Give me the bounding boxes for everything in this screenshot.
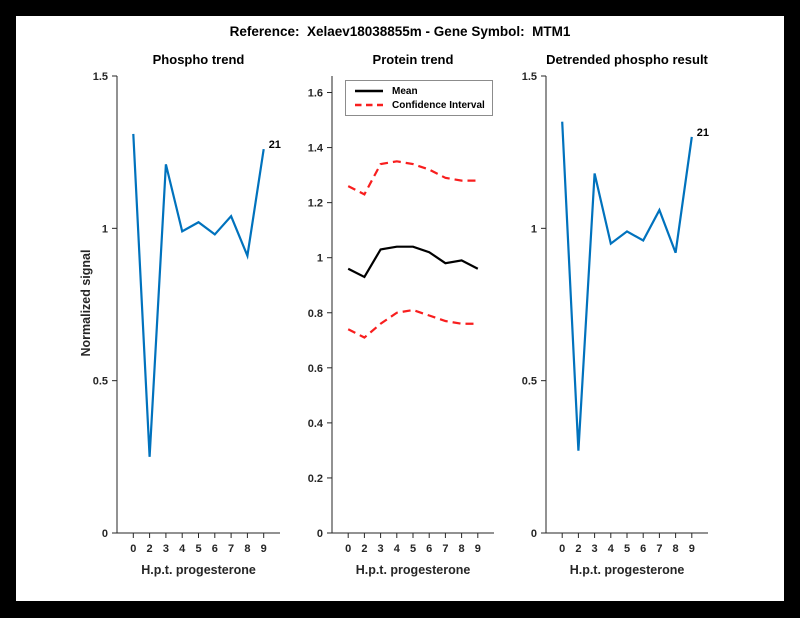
svg-text:9: 9 xyxy=(475,543,481,555)
subplot-title-detrended-phospho: Detrended phospho result xyxy=(546,52,708,67)
svg-text:7: 7 xyxy=(656,543,662,555)
legend-item-confidence-interval: Confidence Interval xyxy=(354,98,492,112)
x-axis-label-detrended: H.p.t. progesterone xyxy=(569,563,685,577)
svg-text:0.8: 0.8 xyxy=(308,308,323,320)
svg-text:0: 0 xyxy=(345,543,351,555)
svg-text:6: 6 xyxy=(212,543,218,555)
svg-text:8: 8 xyxy=(244,543,250,555)
svg-text:8: 8 xyxy=(459,543,465,555)
svg-text:8: 8 xyxy=(673,543,679,555)
svg-text:3: 3 xyxy=(592,543,598,555)
svg-text:0: 0 xyxy=(559,543,565,555)
svg-text:0: 0 xyxy=(317,528,323,540)
svg-text:0.2: 0.2 xyxy=(308,473,323,485)
svg-text:4: 4 xyxy=(394,543,401,555)
svg-text:6: 6 xyxy=(426,543,432,555)
protein-trend-chart: 00.20.40.60.811.21.41.60 2 3 4 5 6 7 8 9 xyxy=(308,76,494,555)
svg-text:1: 1 xyxy=(317,253,323,265)
figure-canvas: Reference: Xelaev18038855m - Gene Symbol… xyxy=(16,16,784,601)
figure-title: Reference: Xelaev18038855m - Gene Symbol… xyxy=(229,24,571,39)
svg-text:5: 5 xyxy=(410,543,416,555)
x-axis-label-phospho: H.p.t. progesterone xyxy=(141,563,256,577)
svg-text:0: 0 xyxy=(102,528,108,540)
svg-text:3: 3 xyxy=(378,543,384,555)
x-axis-label-protein: H.p.t. progesterone xyxy=(355,563,471,577)
svg-text:1.5: 1.5 xyxy=(522,71,537,83)
svg-text:1: 1 xyxy=(531,223,537,235)
svg-text:1: 1 xyxy=(102,223,108,235)
svg-text:4: 4 xyxy=(608,543,615,555)
detrended-phospho-chart: 00.511.50 2 3 4 5 6 7 8 921 xyxy=(522,71,709,555)
legend-label-confidence-interval: Confidence Interval xyxy=(392,99,485,111)
svg-text:6: 6 xyxy=(640,543,646,555)
svg-text:21: 21 xyxy=(697,127,709,139)
svg-text:7: 7 xyxy=(228,543,234,555)
svg-text:0.6: 0.6 xyxy=(308,363,323,375)
svg-text:3: 3 xyxy=(163,543,169,555)
svg-text:7: 7 xyxy=(442,543,448,555)
subplot-title-phospho-trend: Phospho trend xyxy=(152,52,245,67)
svg-text:0.5: 0.5 xyxy=(93,376,108,388)
svg-text:1.4: 1.4 xyxy=(308,143,324,155)
svg-text:21: 21 xyxy=(269,139,281,151)
svg-text:0.5: 0.5 xyxy=(522,376,537,388)
svg-text:1.5: 1.5 xyxy=(93,71,108,83)
legend-label-mean: Mean xyxy=(392,85,418,97)
svg-text:5: 5 xyxy=(195,543,201,555)
svg-text:2: 2 xyxy=(147,543,153,555)
mean-line-swatch xyxy=(355,89,383,93)
subplot-title-protein-trend: Protein trend xyxy=(372,52,454,67)
legend-box: Mean Confidence Interval xyxy=(345,80,493,116)
legend-item-mean: Mean xyxy=(354,84,492,98)
confidence-interval-line-swatch xyxy=(355,103,383,107)
phospho-trend-chart: 00.511.50 2 3 4 5 6 7 8 921 xyxy=(93,71,281,555)
svg-text:4: 4 xyxy=(179,543,186,555)
svg-text:9: 9 xyxy=(689,543,695,555)
svg-text:0: 0 xyxy=(531,528,537,540)
svg-text:1.2: 1.2 xyxy=(308,198,323,210)
svg-text:0: 0 xyxy=(130,543,136,555)
svg-text:5: 5 xyxy=(624,543,630,555)
svg-text:2: 2 xyxy=(575,543,581,555)
svg-text:9: 9 xyxy=(261,543,267,555)
svg-text:0.4: 0.4 xyxy=(308,418,324,430)
svg-text:1.6: 1.6 xyxy=(308,88,323,100)
svg-text:2: 2 xyxy=(361,543,367,555)
